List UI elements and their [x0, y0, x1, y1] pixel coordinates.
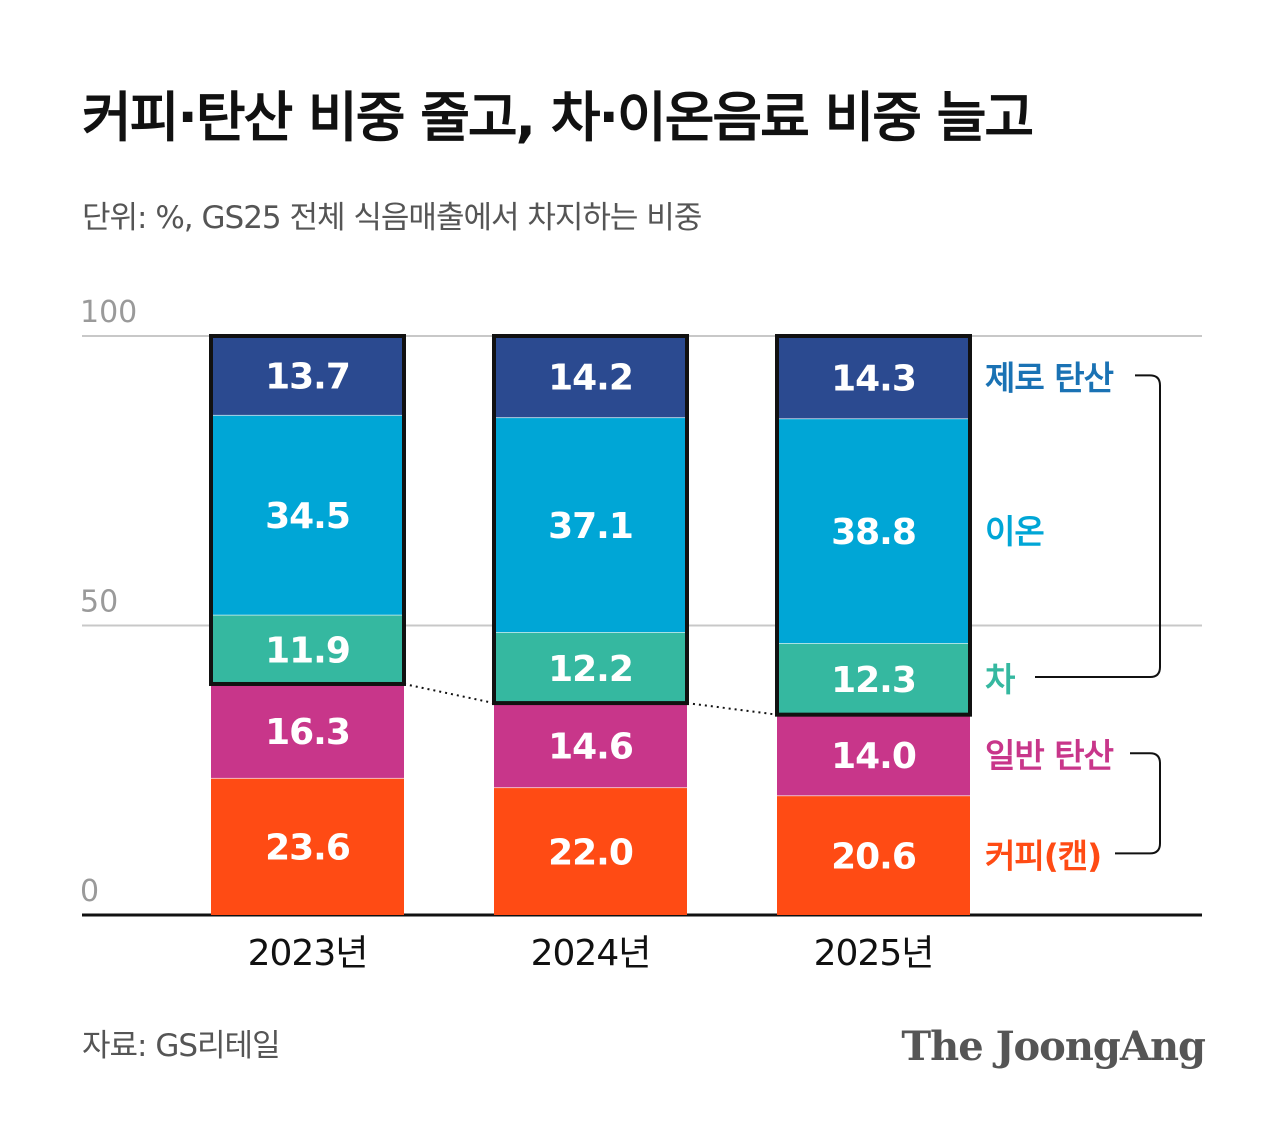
x-tick-label: 2025년	[814, 933, 934, 974]
connector-line	[403, 683, 495, 705]
chart-subtitle: 단위: %, GS25 전체 식음매출에서 차지하는 비중	[82, 200, 701, 236]
publisher-logo: The JoongAng	[901, 1023, 1206, 1070]
connector-line	[686, 702, 778, 716]
highlight-box	[775, 334, 972, 717]
x-tick-label: 2023년	[248, 933, 368, 974]
bar-segment	[777, 795, 970, 915]
data-label: 14.2	[548, 358, 633, 399]
bar-segment	[211, 615, 404, 684]
data-label: 37.1	[548, 506, 633, 547]
bar-segment	[494, 417, 687, 633]
data-label: 12.2	[548, 649, 633, 690]
y-tick-label: 50	[80, 585, 118, 620]
bar-segment	[777, 643, 970, 715]
data-label: 14.6	[548, 726, 633, 767]
bar-segment	[777, 336, 970, 419]
bar-segment	[777, 714, 970, 796]
data-label: 20.6	[831, 836, 916, 877]
legend-label: 차	[985, 660, 1016, 699]
highlight-box	[492, 334, 689, 706]
data-label: 12.3	[831, 660, 916, 701]
data-label: 34.5	[265, 496, 350, 537]
bar-segment	[494, 335, 687, 418]
data-label: 13.7	[265, 357, 350, 398]
legend-label: 커피(캔)	[985, 836, 1101, 875]
data-label: 11.9	[265, 631, 350, 672]
data-label: 38.8	[831, 512, 916, 553]
chart-title: 커피·탄산 비중 줄고, 차·이온음료 비중 늘고	[82, 86, 1032, 149]
group-bracket	[1115, 752, 1161, 855]
bar-segment	[494, 787, 687, 915]
data-label: 23.6	[265, 828, 350, 869]
data-label: 16.3	[265, 712, 350, 753]
bar-segment	[777, 418, 970, 644]
bar-segment	[211, 336, 404, 416]
source-note: 자료: GS리테일	[82, 1028, 280, 1064]
y-tick-label: 0	[80, 874, 99, 909]
legend-label: 이온	[985, 512, 1044, 551]
y-tick-label: 100	[80, 295, 137, 330]
legend-label: 일반 탄산	[985, 736, 1114, 775]
bar-segment	[211, 683, 404, 779]
data-label: 22.0	[548, 832, 633, 873]
highlight-box	[209, 334, 406, 686]
bar-segment	[494, 703, 687, 788]
bar-segment	[211, 415, 404, 616]
data-label: 14.3	[831, 358, 916, 399]
bar-segment	[494, 632, 687, 704]
bar-segment	[211, 778, 404, 915]
x-tick-label: 2024년	[531, 933, 651, 974]
legend-label: 제로 탄산	[985, 358, 1114, 397]
group-bracket	[1035, 374, 1161, 679]
data-label: 14.0	[831, 736, 916, 777]
